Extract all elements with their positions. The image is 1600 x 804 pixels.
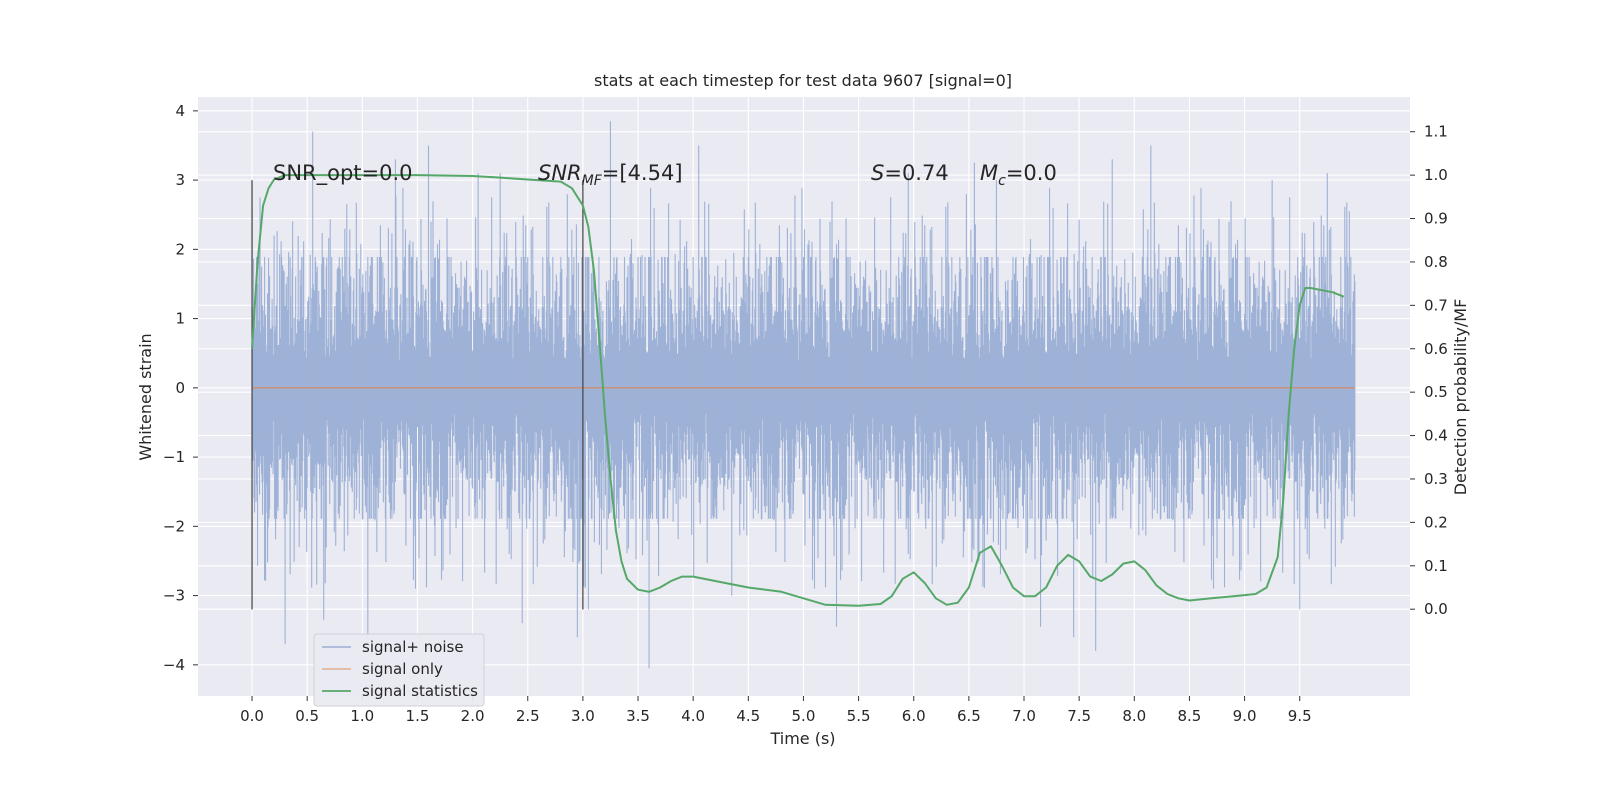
s-annotation: S=0.74 (871, 161, 949, 185)
y-right-tick-label: 0.6 (1424, 340, 1448, 358)
legend: signal+ noise signal only signal statist… (313, 633, 485, 707)
x-tick-label: 6.0 (902, 707, 926, 725)
x-tick-label: 6.5 (957, 707, 981, 725)
x-tick-label: 8.0 (1122, 707, 1146, 725)
x-tick-label: 1.0 (350, 707, 374, 725)
snr-opt-annotation: SNR_opt=0.0 (273, 161, 413, 186)
snr-mf-annotation: SNRMF=[4.54] (538, 161, 683, 189)
mc-annotation: Mc=0.0 (980, 161, 1057, 189)
x-tick-label: 5.5 (847, 707, 871, 725)
x-tick-label: 3.0 (571, 707, 595, 725)
marker-lines (251, 180, 584, 610)
y-right-tick-label: 0.9 (1424, 210, 1448, 228)
y-axis-label: Whitened strain (136, 333, 155, 460)
y-right-tick-label: 0.0 (1424, 600, 1448, 618)
legend-label-signal-statistics: signal statistics (362, 682, 478, 700)
y-tick-label: 0 (175, 379, 185, 397)
legend-label-signal-only: signal only (362, 660, 443, 678)
x-tick-label: 3.5 (626, 707, 650, 725)
x-tick-label: 0.0 (240, 707, 264, 725)
y-axis-right-ticks: 0.0 0.1 0.2 0.3 0.4 0.5 0.6 0.7 0.8 0.9 1.0 1.1 (1410, 123, 1448, 618)
x-axis-ticks: 0.0 0.5 1.0 1.5 2.0 2.5 3.0 3.5 4.0 4.5 5.0 5.5 6.0 6… (240, 696, 1312, 725)
y-tick-label: 3 (175, 171, 185, 189)
y-right-tick-label: 1.0 (1424, 166, 1448, 184)
y-right-tick-label: 0.5 (1424, 383, 1448, 401)
y-tick-label: −4 (163, 656, 185, 674)
y-tick-label: −2 (163, 517, 185, 535)
x-tick-label: 9.5 (1288, 707, 1312, 725)
x-tick-label: 7.0 (1012, 707, 1036, 725)
x-tick-label: 0.5 (295, 707, 319, 725)
x-tick-label: 4.5 (736, 707, 760, 725)
y-tick-label: 2 (175, 240, 185, 258)
chart-title: stats at each timestep for test data 960… (594, 71, 1012, 90)
x-tick-label: 2.5 (516, 707, 540, 725)
y-right-tick-label: 0.2 (1424, 513, 1448, 531)
y-right-tick-label: 0.4 (1424, 427, 1448, 445)
annotations: SNR_opt=0.0 SNRMF=[4.54] S=0.74 Mc=0.0 (273, 161, 1057, 189)
x-tick-label: 2.0 (461, 707, 485, 725)
x-tick-label: 7.5 (1067, 707, 1091, 725)
y-tick-label: −3 (163, 587, 185, 605)
x-tick-label: 8.5 (1178, 707, 1202, 725)
y-tick-label: −1 (163, 448, 185, 466)
signal-statistics-series (251, 174, 1345, 607)
y-right-tick-label: 1.1 (1424, 123, 1448, 141)
y-axis-right-label: Detection probability/MF (1451, 299, 1470, 496)
x-tick-label: 9.0 (1233, 707, 1257, 725)
x-tick-label: 4.0 (681, 707, 705, 725)
y-tick-label: 4 (175, 102, 185, 120)
y-right-tick-label: 0.7 (1424, 296, 1448, 314)
x-axis-label: Time (s) (769, 729, 835, 748)
x-tick-label: 5.0 (792, 707, 816, 725)
legend-label-signal-noise: signal+ noise (362, 638, 464, 656)
y-axis-ticks: −4 −3 −2 −1 0 1 2 3 4 (163, 102, 198, 674)
x-tick-label: 1.5 (406, 707, 430, 725)
y-right-tick-label: 0.1 (1424, 557, 1448, 575)
y-right-tick-label: 0.3 (1424, 470, 1448, 488)
y-right-tick-label: 0.8 (1424, 253, 1448, 271)
signal-statistics-line (251, 174, 1345, 607)
y-tick-label: 1 (175, 310, 185, 328)
legend-box (313, 633, 485, 707)
